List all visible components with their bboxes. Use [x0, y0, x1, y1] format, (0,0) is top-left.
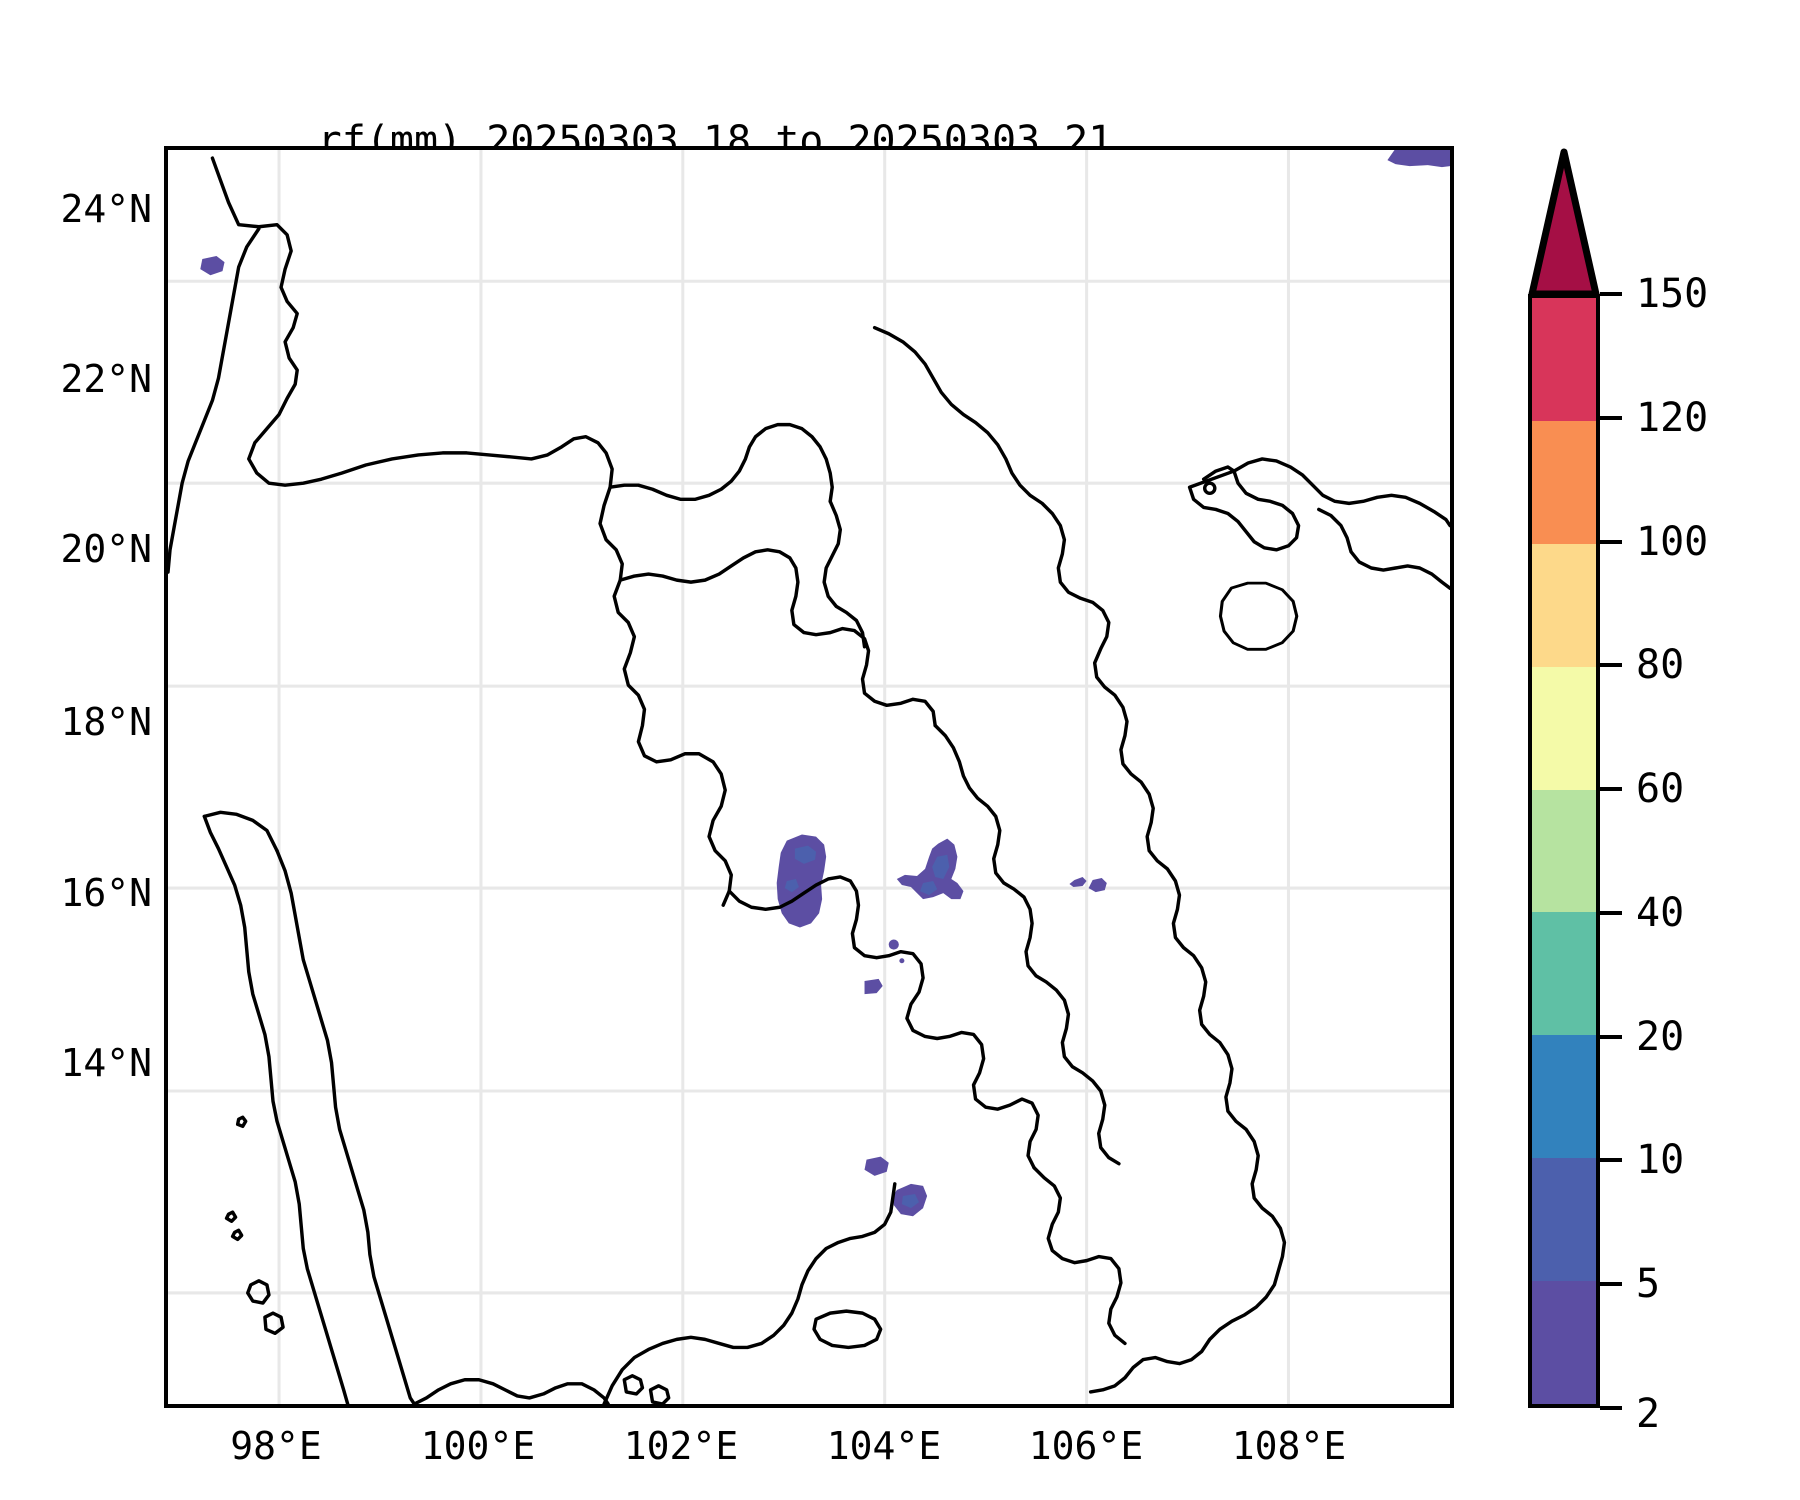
- colorbar-label-5: 5: [1636, 1261, 1661, 1307]
- colorbar-segment-40-60: [1532, 789, 1596, 913]
- colorbar-segment-120-150: [1532, 298, 1596, 421]
- colorbar-gradient[interactable]: [1528, 294, 1600, 1408]
- rainfall-speck-a: [888, 939, 899, 950]
- map-axes[interactable]: [164, 146, 1454, 1408]
- colorbar-label-80: 80: [1636, 642, 1685, 688]
- map-vector-layer: [168, 150, 1450, 1404]
- colorbar-tick-2: [1600, 1406, 1622, 1410]
- colorbar[interactable]: 150 120 100 80 60 40 20 10 5 2: [1528, 146, 1708, 1437]
- colorbar-label-150: 150: [1636, 271, 1709, 317]
- colorbar-tick-20: [1600, 1035, 1622, 1039]
- rainfall-patch-south-a: [864, 1156, 889, 1176]
- y-tick-label-14N: 14°N: [60, 1041, 152, 1085]
- colorbar-label-20: 20: [1636, 1014, 1685, 1060]
- rainfall-patch-east-outer: [896, 838, 964, 900]
- colorbar-tick-120: [1600, 416, 1622, 420]
- rainfall-patch-north-corner: [1387, 150, 1450, 168]
- colorbar-segment-100-120: [1532, 420, 1596, 544]
- rainfall-patch-left-edge: [864, 978, 883, 995]
- rainfall-patch-coastal-b: [1088, 877, 1107, 893]
- colorbar-tick-60: [1600, 787, 1622, 791]
- colorbar-segment-80-100: [1532, 543, 1596, 667]
- colorbar-segment-20-40: [1532, 912, 1596, 1036]
- colorbar-tick-10: [1600, 1158, 1622, 1162]
- colorbar-tick-40: [1600, 911, 1622, 915]
- colorbar-label-10: 10: [1636, 1137, 1685, 1183]
- colorbar-label-100: 100: [1636, 519, 1709, 565]
- rainfall-speck-b: [899, 958, 905, 964]
- colorbar-segment-60-80: [1532, 666, 1596, 790]
- rainfall-patch-east-core-a: [932, 854, 950, 879]
- y-tick-label-20N: 20°N: [60, 527, 152, 571]
- y-tick-label-24N: 24°N: [60, 187, 152, 231]
- rainfall-contour-fills: [200, 150, 1450, 1217]
- y-tick-label-16N: 16°N: [60, 871, 152, 915]
- rainfall-patch-coastal-a: [1069, 876, 1087, 888]
- x-tick-label-108E: 108°E: [1231, 1424, 1347, 1468]
- colorbar-segment-10-20: [1532, 1035, 1596, 1159]
- x-tick-label-98E: 98°E: [230, 1424, 322, 1468]
- colorbar-tick-150: [1600, 292, 1622, 296]
- colorbar-segment-2-5: [1532, 1281, 1596, 1405]
- colorbar-label-60: 60: [1636, 766, 1685, 812]
- colorbar-tick-5: [1600, 1282, 1622, 1286]
- map-gridlines: [168, 150, 1450, 1404]
- rainfall-patch-west-core-b: [784, 878, 799, 893]
- colorbar-segment-5-10: [1532, 1158, 1596, 1282]
- colorbar-label-40: 40: [1636, 890, 1685, 936]
- y-tick-label-22N: 22°N: [60, 357, 152, 401]
- rainfall-patch-sw-small: [200, 256, 225, 276]
- x-tick-label-104E: 104°E: [826, 1424, 942, 1468]
- colorbar-label-2: 2: [1636, 1391, 1661, 1437]
- x-tick-label-102E: 102°E: [623, 1424, 739, 1468]
- x-tick-label-100E: 100°E: [420, 1424, 536, 1468]
- colorbar-label-120: 120: [1636, 395, 1709, 441]
- colorbar-tick-80: [1600, 663, 1622, 667]
- rainfall-patch-west-core-a: [794, 845, 817, 864]
- colorbar-tick-100: [1600, 540, 1622, 544]
- y-tick-label-18N: 18°N: [60, 700, 152, 744]
- x-tick-label-106E: 106°E: [1028, 1424, 1144, 1468]
- rainfall-patch-south-core: [901, 1193, 920, 1209]
- map-plot-area: [168, 150, 1450, 1404]
- country-borders: [168, 156, 1450, 1404]
- colorbar-extend-arrow: [1528, 148, 1600, 298]
- rainfall-patch-east-core-b: [920, 880, 938, 896]
